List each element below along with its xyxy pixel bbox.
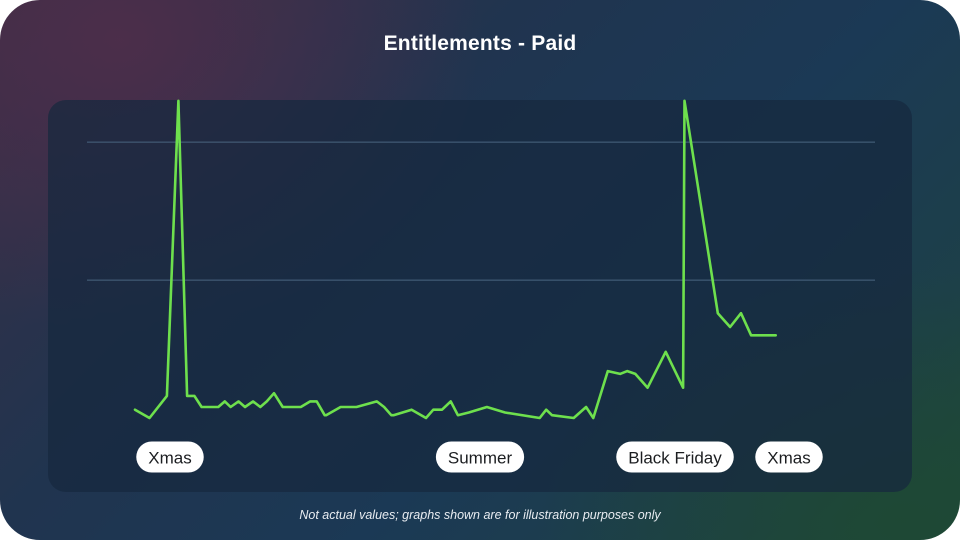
annotation-label-1: Summer [435,441,525,473]
annotation-text-3: Xmas [767,449,810,468]
chart-title: Entitlements - Paid [383,32,577,55]
series-layer [133,99,778,420]
annotation-pill-1 [435,441,525,473]
annotation-layer: Xmas Summer Black Friday Xmas [136,441,823,473]
annotation-label-2: Black Friday [616,441,734,473]
annotation-pill-2 [616,441,734,473]
annotation-text-2: Black Friday [628,449,722,468]
annotation-pill-0 [136,441,204,473]
grid-layer [87,141,875,281]
disclaimer-footnote: Not actual values; graphs shown are for … [299,508,661,522]
annotation-label-0: Xmas [136,441,204,473]
annotation-text-0: Xmas [148,449,191,468]
annotation-text-1: Summer [448,449,513,468]
plot-panel [48,100,912,492]
annotation-pill-3 [755,441,823,473]
annotation-label-3: Xmas [755,441,823,473]
series-line-0 [133,99,778,420]
